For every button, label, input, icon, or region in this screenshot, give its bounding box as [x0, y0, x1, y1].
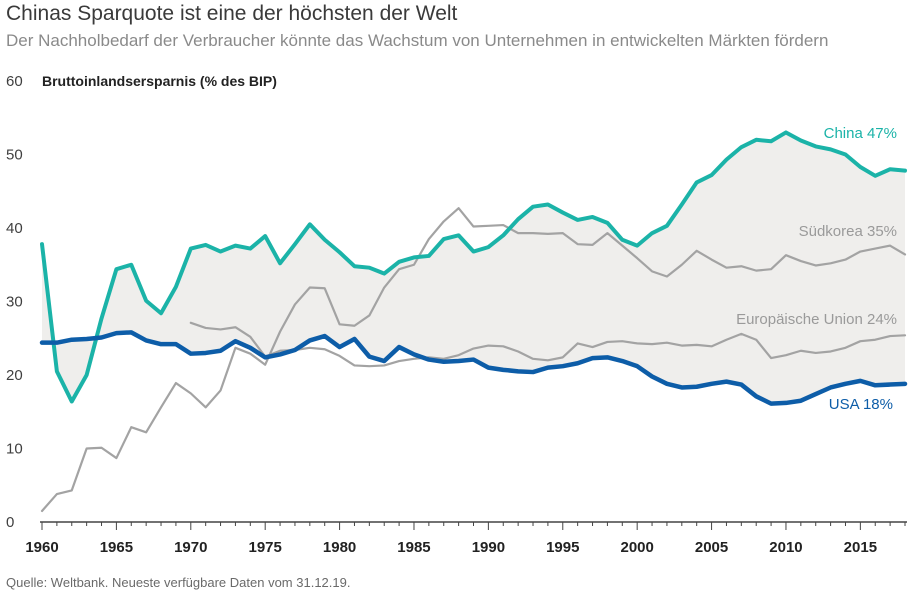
- series-line-china: [40, 130, 907, 404]
- x-tick-label: 2000: [620, 539, 653, 556]
- x-tick-label: 1980: [323, 539, 356, 556]
- china-usa-band: [42, 132, 905, 404]
- x-tick-label: 1965: [100, 539, 133, 556]
- x-tick-label: 1960: [25, 539, 58, 556]
- y-tick-label: 10: [6, 441, 23, 458]
- x-tick-label: 1985: [397, 539, 430, 556]
- x-tick-label: 1990: [472, 539, 505, 556]
- chart-title: Chinas Sparquote ist eine der höchsten d…: [6, 2, 458, 25]
- x-tick-label: 2005: [695, 539, 728, 556]
- series-label-s-dkorea: Südkorea 35%: [799, 223, 897, 240]
- source-note: Quelle: Weltbank. Neueste verfügbare Dat…: [6, 575, 351, 590]
- x-tick-label: 1975: [249, 539, 282, 556]
- y-tick-label: 0: [6, 514, 14, 531]
- x-tick-label: 2010: [769, 539, 802, 556]
- series-label-usa: USA 18%: [829, 396, 893, 413]
- series-label-china: China 47%: [824, 125, 897, 142]
- x-tick-label: 2015: [844, 539, 877, 556]
- y-tick-label: 50: [6, 147, 23, 164]
- series-line-s-dkorea: [40, 207, 907, 513]
- y-tick-label: 30: [6, 294, 23, 311]
- series-line-usa: [39, 330, 908, 406]
- chart-subtitle: Der Nachholbedarf der Verbraucher könnte…: [6, 31, 829, 50]
- y-axis-label: Bruttoinlandsersparnis (% des BIP): [42, 73, 277, 89]
- y-tick-label: 20: [6, 367, 23, 384]
- y-tick-label: 40: [6, 220, 23, 237]
- series-label-europ-ische-union: Europäische Union 24%: [736, 311, 897, 328]
- series-line-europ-ische-union: [189, 321, 907, 368]
- x-tick-label: 1995: [546, 539, 579, 556]
- y-tick-label: 60: [6, 73, 23, 90]
- x-tick-label: 1970: [174, 539, 207, 556]
